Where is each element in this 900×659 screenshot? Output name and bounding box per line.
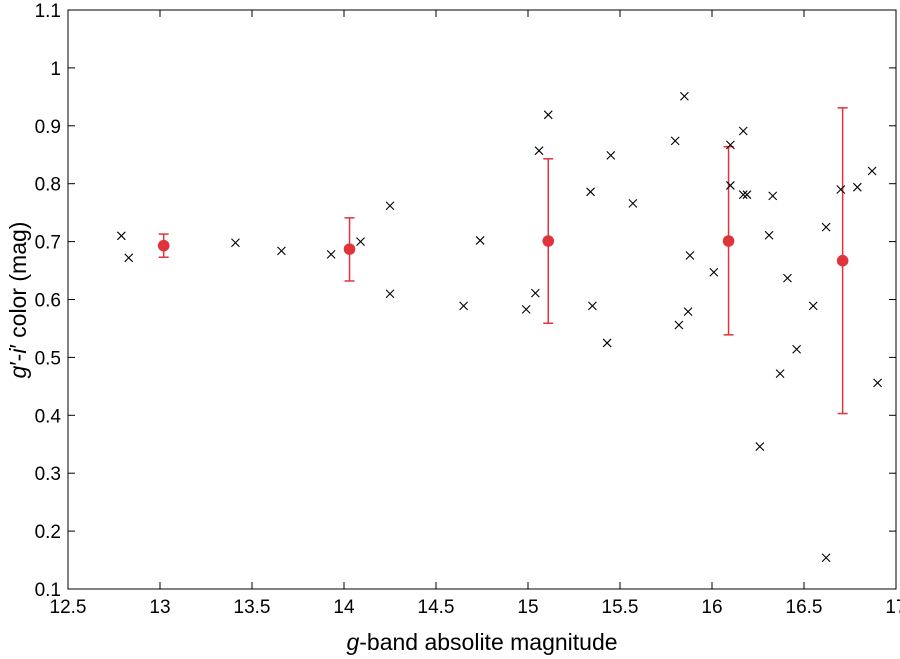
x-tick-label: 14.5 xyxy=(418,597,455,618)
x-axis-label: g-band absolite magnitude xyxy=(346,629,617,655)
mean-marker xyxy=(343,243,356,255)
data-point-x xyxy=(459,301,468,311)
y-tick-label: 0.9 xyxy=(35,117,61,138)
x-tick-label: 13.5 xyxy=(234,597,271,618)
data-point-x xyxy=(726,140,735,150)
data-point-x xyxy=(534,146,544,156)
data-point-x xyxy=(726,181,735,190)
y-tick-label: 1.1 xyxy=(35,1,61,22)
x-tick-label: 15.5 xyxy=(602,597,639,618)
binned-mean-point xyxy=(836,107,849,415)
data-point-x xyxy=(356,237,365,246)
data-point-x xyxy=(775,369,785,379)
y-axis-label: g′-i′ color (mag) xyxy=(5,222,31,379)
data-point-x xyxy=(670,136,680,146)
data-point-x xyxy=(709,267,719,277)
binned-mean-point xyxy=(542,158,555,324)
x-tick-label: 14 xyxy=(333,597,355,618)
y-tick-label: 0.7 xyxy=(35,233,61,254)
axis-ticks xyxy=(67,9,897,590)
y-tick-label: 0.6 xyxy=(35,291,61,312)
data-point-x xyxy=(742,190,752,200)
mean-marker xyxy=(542,235,555,247)
x-axis-label-italic: g xyxy=(346,629,359,655)
data-point-x xyxy=(475,236,485,245)
data-point-x xyxy=(821,222,831,232)
data-point-x xyxy=(277,246,286,256)
y-tick-label: 0.2 xyxy=(35,522,61,543)
x-tick-label: 15 xyxy=(517,597,538,618)
data-point-x xyxy=(768,191,778,201)
mean-marker xyxy=(836,254,849,267)
data-point-x xyxy=(588,301,597,311)
x-tick-labels: 12.5 13 13.5 14 14.5 15 15.5 16 16.5 17 xyxy=(50,597,900,618)
y-tick-label: 0.5 xyxy=(35,348,61,369)
data-point-x xyxy=(326,249,336,259)
data-point-x xyxy=(124,253,134,263)
x-tick-label: 12.5 xyxy=(50,597,87,618)
data-point-x xyxy=(543,110,553,120)
data-point-x xyxy=(674,320,684,330)
data-point-x xyxy=(836,185,846,194)
data-point-x xyxy=(683,307,693,317)
data-point-x xyxy=(755,442,765,451)
data-point-x xyxy=(602,338,612,348)
data-point-x xyxy=(783,273,792,283)
x-tick-label: 16.5 xyxy=(786,597,823,618)
data-point-x xyxy=(792,344,802,354)
x-tick-label: 17 xyxy=(885,597,900,618)
data-point-x xyxy=(385,289,395,299)
x-tick-label: 16 xyxy=(701,597,722,618)
data-point-x xyxy=(231,238,240,248)
binned-mean-point xyxy=(157,233,170,258)
data-point-x xyxy=(530,288,540,298)
y-tick-label: 0.1 xyxy=(35,580,61,601)
data-point-x xyxy=(738,126,748,136)
data-point-x xyxy=(867,166,877,176)
y-axis-label-i: i xyxy=(5,348,31,354)
data-point-x xyxy=(852,182,862,192)
data-point-x xyxy=(808,301,818,311)
y-axis-label-sep: ′- xyxy=(5,354,31,366)
data-point-x xyxy=(606,150,616,160)
y-tick-label: 1 xyxy=(50,59,61,80)
y-tick-label: 0.4 xyxy=(35,406,62,427)
binned-mean-point xyxy=(722,145,735,336)
data-point-x xyxy=(116,231,126,241)
binned-mean-series xyxy=(157,107,849,415)
y-tick-label: 0.3 xyxy=(35,464,61,485)
individual-points-series xyxy=(116,91,882,563)
data-point-x xyxy=(586,187,595,197)
binned-mean-point xyxy=(343,217,356,282)
x-tick-label: 13 xyxy=(149,597,170,618)
y-axis-label-rest: ′ color (mag) xyxy=(5,222,31,349)
mean-marker xyxy=(722,235,735,247)
data-point-x xyxy=(685,251,695,260)
data-point-x xyxy=(738,190,748,200)
data-point-x xyxy=(764,230,774,240)
plot-frame xyxy=(67,9,897,590)
data-point-x xyxy=(873,378,882,388)
data-point-x xyxy=(521,304,531,314)
x-axis-label-rest: -band absolite magnitude xyxy=(359,629,617,655)
y-tick-label: 0.8 xyxy=(35,175,61,196)
data-point-x xyxy=(628,198,638,208)
mean-marker xyxy=(157,239,170,252)
data-point-x xyxy=(680,91,689,101)
data-point-x xyxy=(821,553,831,563)
data-point-x xyxy=(385,201,395,211)
y-axis-label-g: g xyxy=(5,365,31,378)
y-tick-labels: 0.1 0.2 0.3 0.4 0.5 0.6 0.7 0.8 0.9 1 1.1 xyxy=(35,1,62,601)
